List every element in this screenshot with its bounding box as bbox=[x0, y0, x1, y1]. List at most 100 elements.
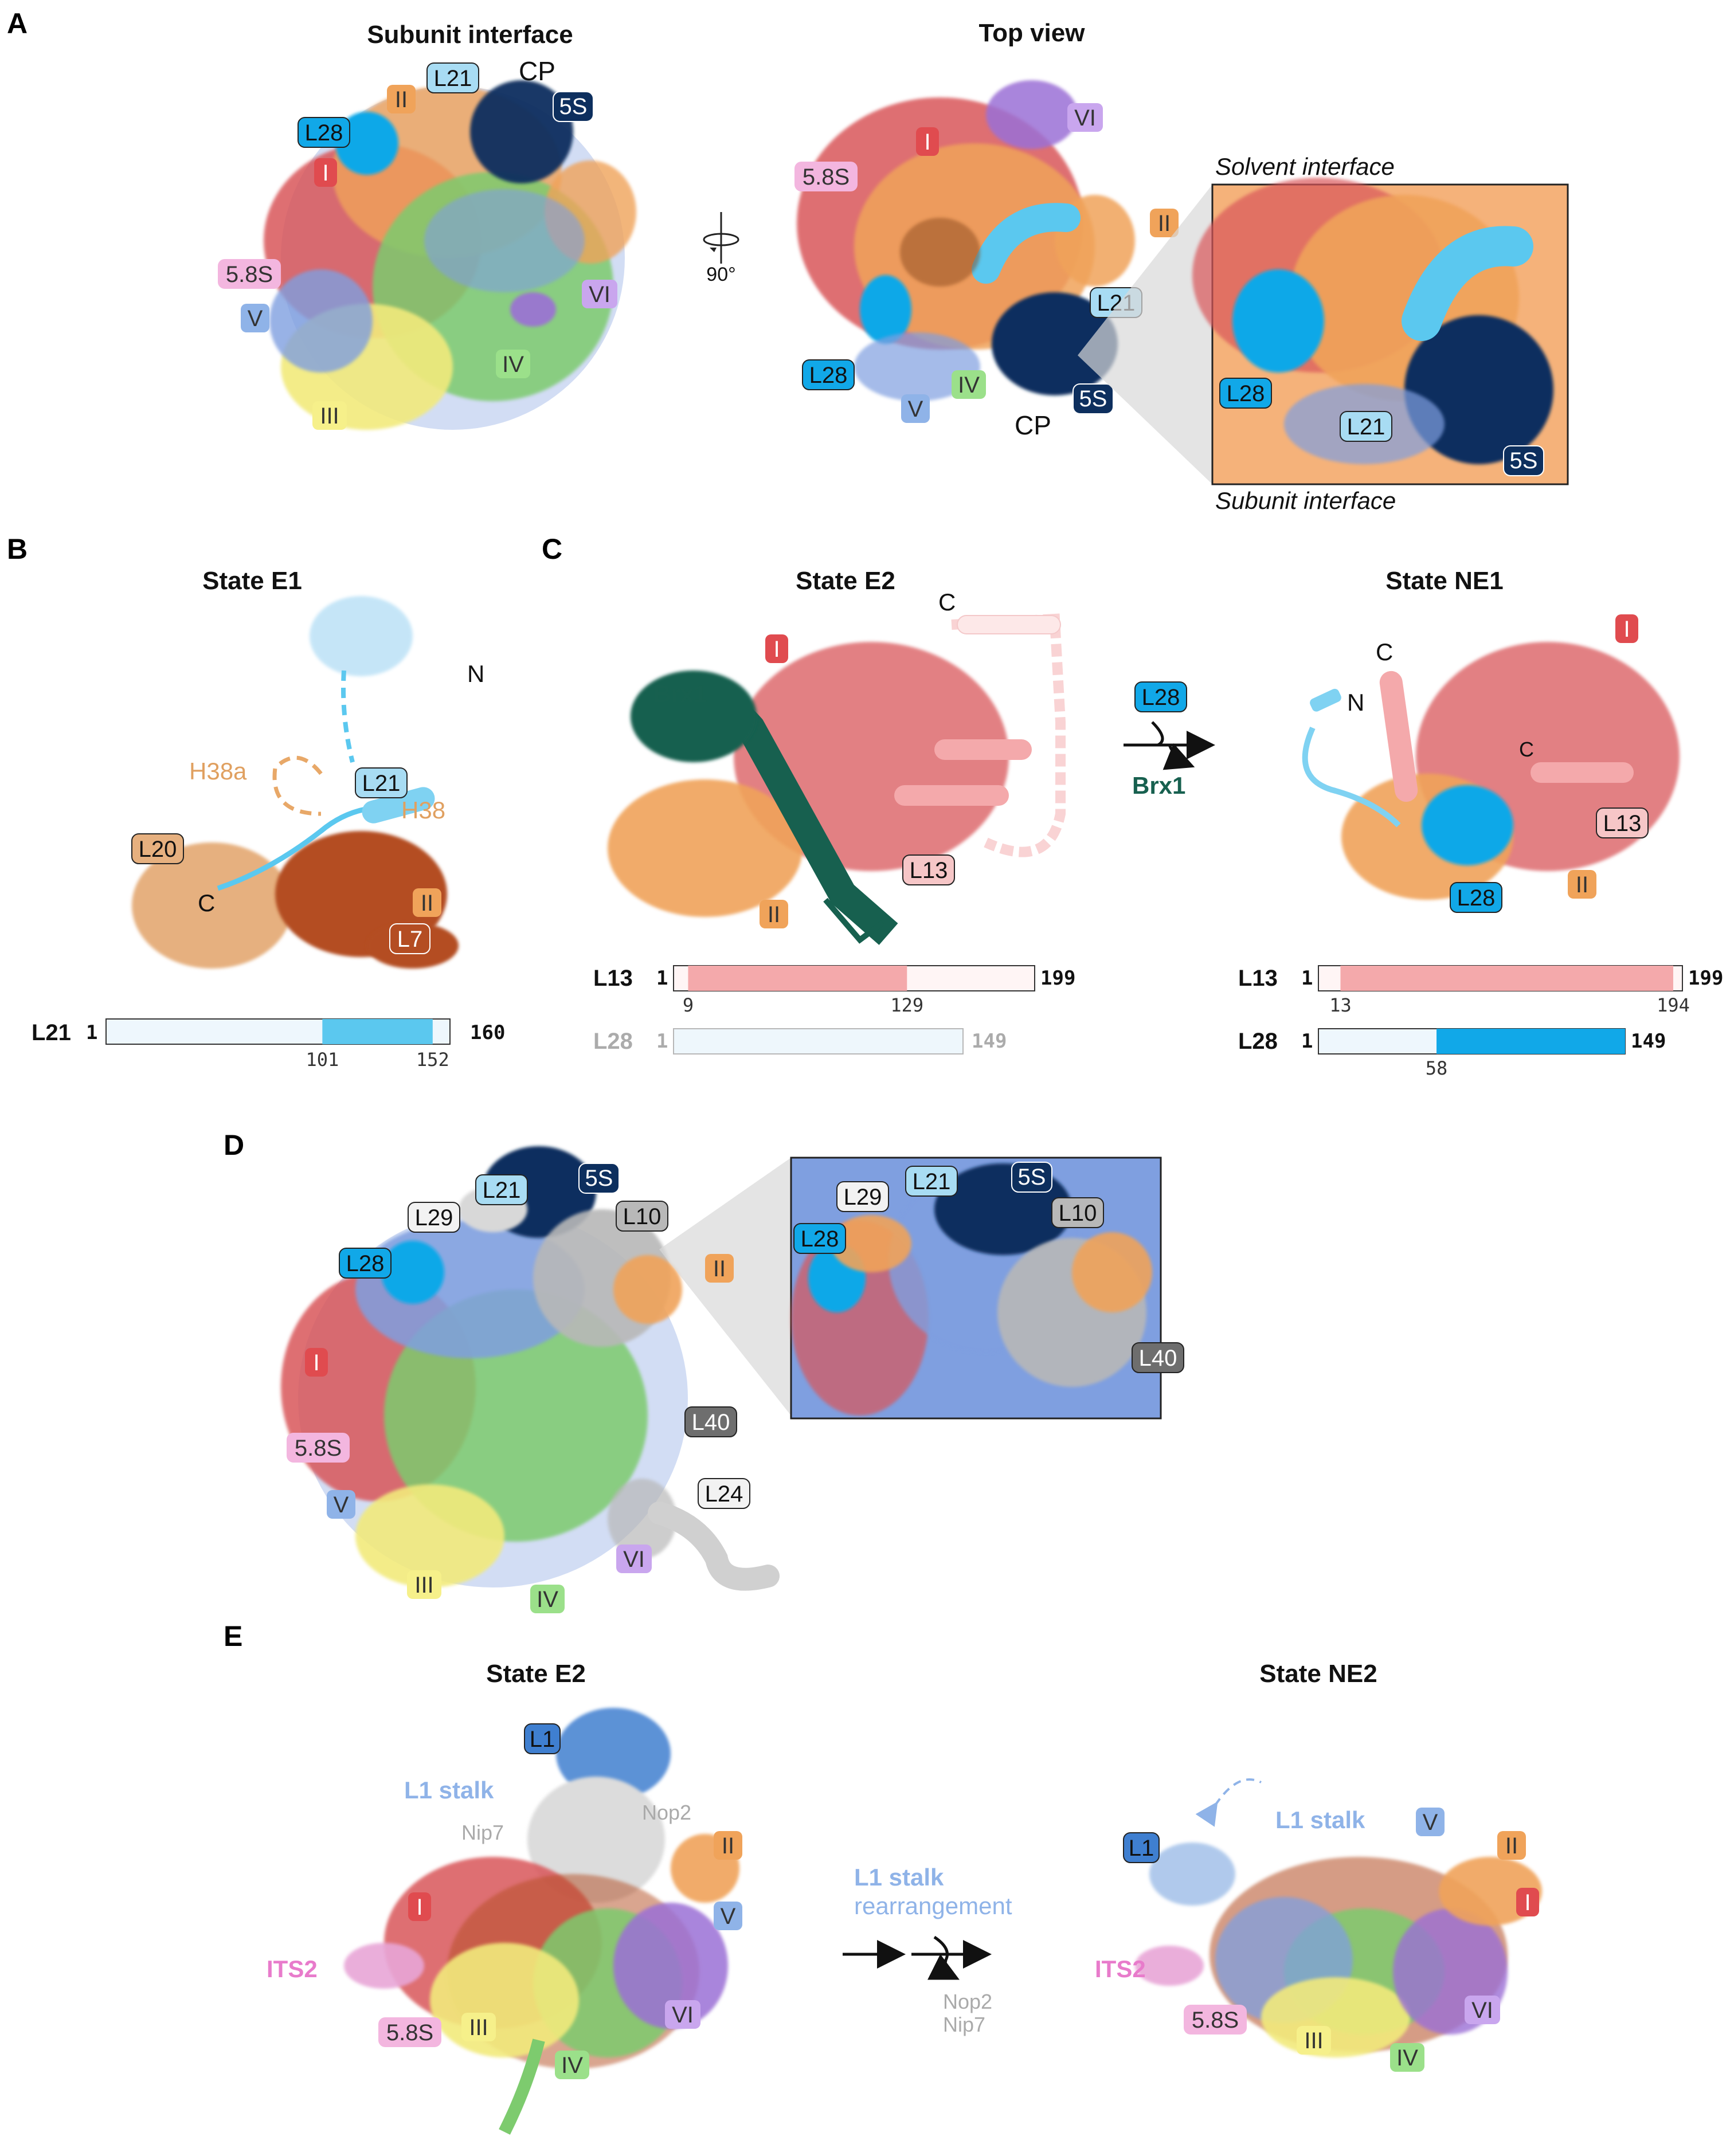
bar-l13-ne1: L13 1 199 13 194 bbox=[1238, 965, 1723, 1016]
svg-text:L28: L28 bbox=[809, 363, 848, 388]
svg-text:L1: L1 bbox=[1129, 1836, 1154, 1861]
svg-text:IV: IV bbox=[958, 373, 980, 398]
e-arrow-line2: rearrangement bbox=[854, 1892, 1012, 1919]
bar-l28-e2: L28 1 149 bbox=[593, 1028, 1007, 1055]
bar-l28-ne1: L28 1 149 58 bbox=[1238, 1028, 1666, 1079]
label-ii-c-ne1: II bbox=[1568, 870, 1596, 899]
nop2-label: Nop2 bbox=[642, 1801, 691, 1824]
panel-c-title-right: State NE1 bbox=[1385, 567, 1503, 595]
b-n-terminus: N bbox=[467, 660, 484, 687]
label-5s-d-inset: 5S bbox=[1011, 1162, 1052, 1193]
svg-text:L21: L21 bbox=[913, 1169, 951, 1194]
label-ii-e2: II bbox=[714, 1831, 742, 1860]
svg-text:1: 1 bbox=[86, 1021, 97, 1044]
svg-text:199: 199 bbox=[1688, 967, 1723, 990]
svg-text:194: 194 bbox=[1657, 994, 1690, 1016]
svg-text:L21: L21 bbox=[362, 771, 401, 796]
svg-text:5S: 5S bbox=[585, 1166, 613, 1191]
svg-text:L40: L40 bbox=[1139, 1346, 1177, 1371]
label-l28-a-right: L28 bbox=[802, 359, 855, 390]
svg-text:V: V bbox=[1423, 1810, 1438, 1835]
label-58s-e2: 5.8S bbox=[378, 2017, 441, 2047]
svg-text:L13: L13 bbox=[593, 966, 633, 991]
l1-stalk-label-ne2: L1 stalk bbox=[1275, 1806, 1365, 1833]
label-5s-a-right: 5S bbox=[1073, 383, 1114, 414]
label-l29-d: L29 bbox=[408, 1202, 460, 1233]
label-l13-c-e2: L13 bbox=[902, 854, 955, 885]
label-58s-d: 5.8S bbox=[287, 1433, 350, 1463]
h38-label: H38 bbox=[401, 797, 445, 824]
label-ii-c-e2: II bbox=[760, 900, 788, 928]
label-ii-a-right: II bbox=[1150, 209, 1179, 237]
svg-text:13: 13 bbox=[1329, 994, 1352, 1016]
label-ii-ne2: II bbox=[1497, 1831, 1526, 1860]
label-l21-b: L21 bbox=[355, 767, 408, 798]
label-l21-a-inset: L21 bbox=[1340, 411, 1392, 442]
panel-b-title: State E1 bbox=[202, 567, 302, 595]
svg-text:L28: L28 bbox=[1457, 885, 1496, 911]
svg-text:L21: L21 bbox=[434, 66, 472, 91]
c-ne1-n-terminus: N bbox=[1347, 689, 1364, 716]
label-l29-d-inset: L29 bbox=[836, 1181, 889, 1212]
svg-text:L13: L13 bbox=[1603, 811, 1642, 836]
label-i-c-e2: I bbox=[765, 634, 788, 663]
svg-text:L24: L24 bbox=[705, 1481, 743, 1507]
label-58s-a-right: 5.8S bbox=[794, 162, 858, 191]
label-i-d: I bbox=[305, 1348, 328, 1377]
svg-text:I: I bbox=[1623, 617, 1630, 642]
label-l1-e2: L1 bbox=[524, 1723, 561, 1754]
panel-label-a: A bbox=[7, 7, 28, 40]
bar-l13-e2: L13 1 199 9 129 bbox=[593, 965, 1075, 1016]
panel-label-d: D bbox=[224, 1129, 244, 1161]
panel-e-title-left: State E2 bbox=[486, 1660, 586, 1688]
svg-text:149: 149 bbox=[1631, 1030, 1666, 1053]
exchange-arrow bbox=[1124, 721, 1215, 770]
label-v-d: V bbox=[327, 1490, 355, 1519]
label-ii-a-left: II bbox=[387, 85, 416, 113]
bar-l21-name: L21 bbox=[32, 1020, 71, 1045]
label-vi-a-right: VI bbox=[1067, 103, 1103, 132]
panel-c-structure-ne1 bbox=[1302, 642, 1680, 900]
label-v-a-right: V bbox=[901, 394, 930, 423]
label-i-a-right: I bbox=[916, 127, 939, 156]
label-58s-a-left: 5.8S bbox=[218, 259, 281, 289]
its2-label-e2: ITS2 bbox=[267, 1955, 318, 1982]
panel-a-structure-left bbox=[264, 80, 636, 430]
svg-text:V: V bbox=[248, 306, 263, 331]
zoom-wedge-d bbox=[659, 1158, 791, 1416]
svg-text:I: I bbox=[322, 160, 328, 186]
label-l20-b: L20 bbox=[131, 833, 184, 864]
label-v-e2: V bbox=[714, 1902, 742, 1930]
rotation-icon bbox=[703, 212, 739, 264]
label-i-c-ne1: I bbox=[1615, 614, 1638, 643]
label-iv-e2: IV bbox=[555, 2051, 589, 2079]
label-iii-a-left: III bbox=[312, 401, 347, 430]
label-iv-a-left: IV bbox=[496, 350, 530, 378]
svg-text:5S: 5S bbox=[559, 94, 588, 119]
label-5s-a-left: 5S bbox=[553, 91, 594, 122]
svg-text:5.8S: 5.8S bbox=[803, 164, 850, 190]
panel-label-e: E bbox=[224, 1620, 242, 1652]
label-iv-ne2: IV bbox=[1390, 2043, 1424, 2072]
svg-text:L40: L40 bbox=[692, 1410, 730, 1435]
label-l21-a-left: L21 bbox=[426, 62, 479, 93]
svg-text:III: III bbox=[414, 1573, 433, 1598]
panel-d-structure bbox=[281, 1146, 780, 1591]
svg-text:L28: L28 bbox=[1227, 381, 1265, 406]
svg-text:L21: L21 bbox=[483, 1178, 521, 1203]
svg-text:5.8S: 5.8S bbox=[226, 262, 273, 287]
label-5s-d: 5S bbox=[578, 1163, 620, 1194]
solvent-interface-label: Solvent interface bbox=[1215, 153, 1395, 180]
svg-text:II: II bbox=[421, 891, 433, 916]
label-v-a-left: V bbox=[241, 304, 269, 332]
label-l28-c-arrow: L28 bbox=[1134, 681, 1187, 712]
label-iii-e2: III bbox=[461, 2013, 496, 2041]
svg-text:L13: L13 bbox=[910, 858, 948, 883]
panel-c-structure-e2 bbox=[608, 613, 1066, 945]
label-l7-b: L7 bbox=[389, 923, 430, 954]
svg-text:5S: 5S bbox=[1018, 1165, 1046, 1190]
label-l28-a-inset: L28 bbox=[1219, 378, 1272, 409]
svg-text:V: V bbox=[334, 1492, 349, 1518]
svg-text:II: II bbox=[395, 87, 408, 112]
